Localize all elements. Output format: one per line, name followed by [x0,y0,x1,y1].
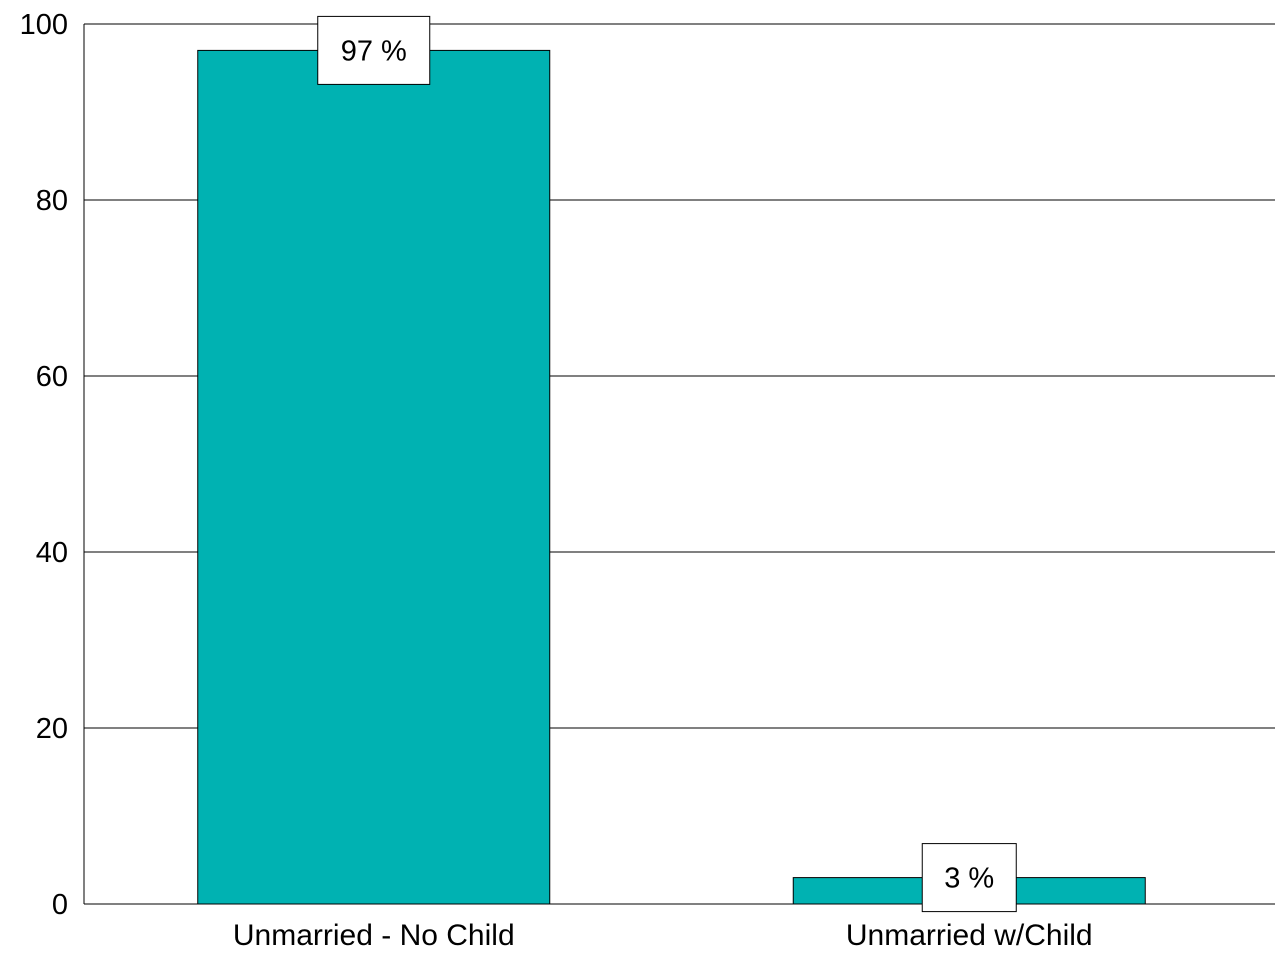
data-labels: 97 % 3 % [317,15,1017,913]
y-tick-label: 100 [20,9,68,41]
y-tick-label: 20 [36,713,68,745]
bars [197,49,1146,905]
data-label: 97 % [341,35,407,67]
x-tick-labels: Unmarried - No Child Unmarried w/Child [233,919,1093,952]
y-tick-label: 0 [52,889,68,921]
data-label-box [921,843,1017,913]
x-tick-label: Unmarried - No Child [233,919,515,952]
x-tick-label: Unmarried w/Child [846,919,1093,952]
y-tick-label: 80 [36,185,68,217]
data-label-box [317,15,431,85]
y-tick-labels: 0 20 40 60 80 100 [20,9,68,921]
y-tick-label: 60 [36,361,68,393]
bar [197,49,551,905]
axes [83,23,1275,905]
data-label: 3 % [944,863,994,895]
y-tick-label: 40 [36,537,68,569]
